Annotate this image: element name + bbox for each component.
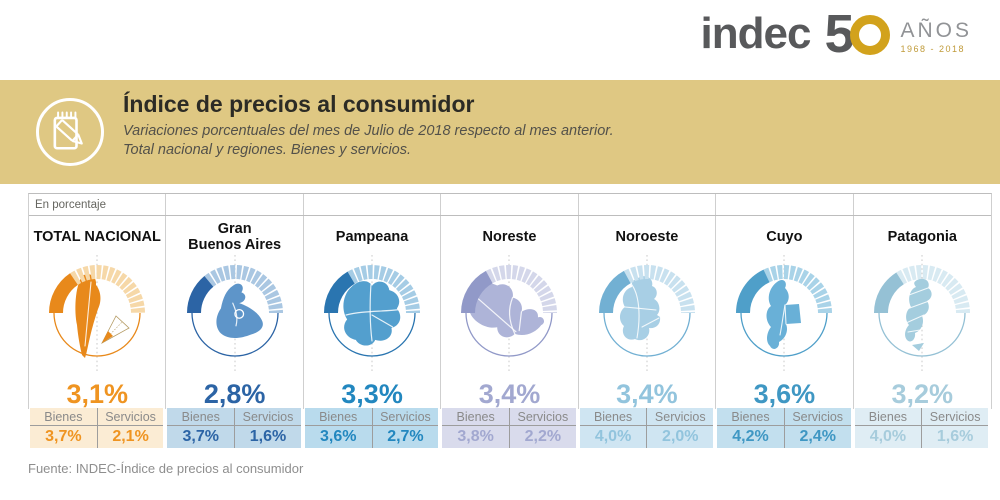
region-column-noroeste: Noroeste 3,4%	[579, 216, 717, 409]
servicios-header: Servicios	[371, 408, 439, 425]
noreste-gauge-chart	[461, 255, 558, 373]
servicios-value: 2,1%	[96, 426, 164, 448]
region-table-slot: Bienes Servicios 3,7% 1,6%	[165, 408, 302, 448]
bienes-value: 3,6%	[319, 428, 357, 445]
servicios-header: Servicios	[234, 408, 301, 425]
unit-label: En porcentaje	[35, 198, 106, 211]
total-nacional-gauge-chart	[49, 255, 146, 373]
region-name: Noreste	[482, 229, 537, 245]
anniversary-digit-5: 5	[824, 4, 855, 64]
region-total-value: 3,4%	[478, 379, 541, 409]
anniversary-years: 1968 - 2018	[900, 44, 966, 54]
bienes-header: Bienes	[731, 409, 770, 424]
servicios-header: Servicios	[508, 408, 576, 425]
pampeana-bienes-servicios-table: Bienes Servicios 3,6% 2,7%	[304, 408, 439, 448]
page-title: Índice de precios al consumidor	[123, 91, 475, 117]
region-name: TOTAL NACIONAL	[33, 229, 161, 245]
region-table-slot: Bienes Servicios 3,6% 2,7%	[303, 408, 440, 448]
bienes-value: 4,0%	[869, 428, 907, 445]
region-total-value: 3,1%	[66, 379, 128, 409]
region-column-gran-buenos-aires: Gran Buenos Aires 2,8%	[166, 216, 304, 409]
region-name: Gran Buenos Aires	[188, 221, 282, 253]
region-column-total-nacional: TOTAL NACIONAL 3,1%	[29, 216, 167, 409]
region-table-slot: Bienes Servicios 3,8% 2,2%	[440, 408, 577, 448]
region-name: Cuyo	[766, 229, 803, 245]
bienes-header: Bienes	[456, 409, 495, 424]
servicios-value: 1,6%	[234, 426, 301, 448]
region-name: Patagonia	[887, 229, 957, 245]
region-table-slot: Bienes Servicios 4,2% 2,4%	[715, 408, 852, 448]
gold-ring-zero-icon	[850, 15, 891, 55]
servicios-header: Servicios	[96, 408, 164, 425]
source-note: Fuente: INDEC-Índice de precios al consu…	[28, 461, 304, 476]
page-subtitle-line1: Variaciones porcentuales del mes de Juli…	[123, 123, 614, 139]
title-band: Índice de precios al consumidor Variacio…	[0, 80, 1000, 184]
servicios-header: Servicios	[921, 408, 988, 425]
noroeste-bienes-servicios-table: Bienes Servicios 4,0% 2,0%	[579, 408, 714, 448]
region-total-value: 3,4%	[616, 379, 678, 409]
region-name: Noroeste	[615, 229, 679, 245]
notepad-pencil-icon	[36, 98, 104, 166]
servicios-value: 2,0%	[646, 426, 713, 448]
region-total-value: 3,6%	[753, 379, 816, 409]
region-column-noreste: Noreste 3,4%	[441, 216, 579, 409]
gran-buenos-aires-gauge-chart	[186, 255, 283, 373]
anniversary-50: 5	[824, 4, 891, 64]
region-tables: Bienes Servicios 3,7% 2,1% Bienes Servic…	[28, 408, 990, 448]
unit-cell	[441, 194, 579, 215]
indec-wordmark: indec	[700, 9, 812, 58]
unit-cell	[304, 194, 442, 215]
region-total-value: 3,3%	[341, 379, 403, 409]
bienes-value: 3,8%	[457, 428, 494, 445]
servicios-value: 1,6%	[921, 426, 988, 448]
total-nacional-bienes-servicios-table: Bienes Servicios 3,7% 2,1%	[30, 408, 164, 448]
region-table-slot: Bienes Servicios 4,0% 2,0%	[578, 408, 715, 448]
cuyo-bienes-servicios-table: Bienes Servicios 4,2% 2,4%	[717, 408, 851, 448]
region-column-cuyo: Cuyo 3,6%	[716, 216, 854, 409]
unit-cell	[716, 194, 854, 215]
patagonia-bienes-servicios-table: Bienes Servicios 4,0% 1,6%	[854, 408, 988, 448]
unit-cell	[854, 194, 991, 215]
page-subtitle-line2: Total nacional y regiones. Bienes y serv…	[123, 142, 412, 158]
cuyo-gauge-chart	[736, 255, 833, 373]
unit-row: En porcentaje	[29, 194, 991, 216]
region-table-slot: Bienes Servicios 3,7% 2,1%	[28, 408, 165, 448]
regions-panel: En porcentaje TOTAL NACIONAL 3,1% Gran B…	[28, 193, 992, 409]
bienes-header: Bienes	[44, 409, 83, 424]
noroeste-gauge-chart	[598, 255, 695, 373]
servicios-value: 2,4%	[783, 426, 851, 448]
bienes-value: 3,7%	[45, 428, 82, 445]
bienes-header: Bienes	[181, 409, 220, 424]
region-total-value: 2,8%	[203, 379, 266, 409]
patagonia-gauge-chart	[874, 255, 971, 373]
noreste-bienes-servicios-table: Bienes Servicios 3,8% 2,2%	[442, 408, 576, 448]
servicios-value: 2,7%	[371, 426, 439, 448]
servicios-value: 2,2%	[508, 426, 576, 448]
indec-logo: indec 5 AÑOS 1968 - 2018	[700, 4, 972, 64]
bienes-value: 4,2%	[732, 428, 769, 445]
unit-cell	[166, 194, 304, 215]
bienes-header: Bienes	[868, 409, 908, 424]
region-columns: TOTAL NACIONAL 3,1% Gran Buenos Aires 2,…	[29, 216, 991, 409]
bienes-value: 3,7%	[182, 428, 219, 445]
gran-buenos-aires-bienes-servicios-table: Bienes Servicios 3,7% 1,6%	[167, 408, 301, 448]
unit-cell: En porcentaje	[29, 194, 167, 215]
region-column-pampeana: Pampeana 3,3%	[304, 216, 442, 409]
servicios-header: Servicios	[783, 408, 851, 425]
anniversary-label: AÑOS	[900, 19, 972, 42]
bienes-header: Bienes	[593, 409, 633, 424]
servicios-header: Servicios	[646, 408, 713, 425]
region-table-slot: Bienes Servicios 4,0% 1,6%	[853, 408, 990, 448]
unit-cell	[579, 194, 717, 215]
region-name: Pampeana	[335, 229, 409, 245]
pampeana-gauge-chart	[324, 255, 421, 373]
bienes-value: 4,0%	[594, 428, 632, 445]
region-total-value: 3,2%	[891, 379, 954, 409]
bienes-header: Bienes	[319, 409, 358, 424]
region-column-patagonia: Patagonia 3,2%	[854, 216, 991, 409]
